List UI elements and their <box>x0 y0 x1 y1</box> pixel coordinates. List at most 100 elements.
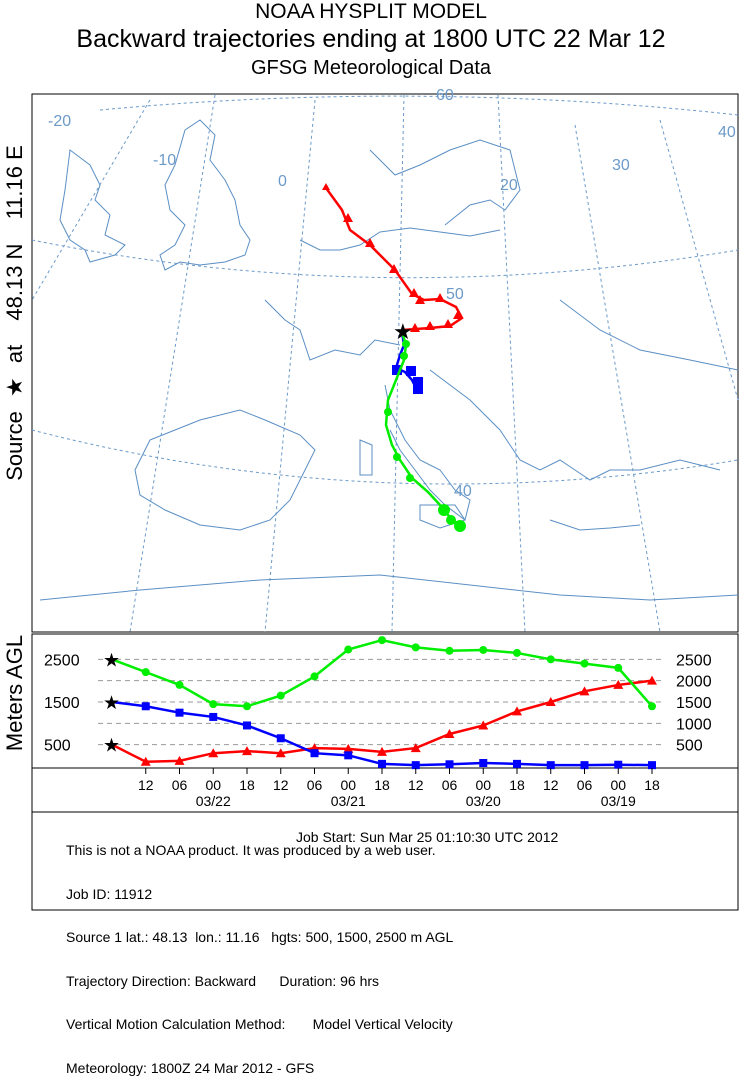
scandinavia-coast <box>369 139 521 226</box>
meridian-line <box>574 124 661 633</box>
info-line: Job ID: 11912 <box>66 885 153 902</box>
date-label: 03/19 <box>601 793 636 809</box>
height-marker-2500 <box>580 659 589 668</box>
crete-coast <box>549 519 641 531</box>
height-marker-500 <box>174 755 185 765</box>
x-tick-label: 18 <box>374 777 390 793</box>
height-marker-1500 <box>648 761 656 770</box>
iberia-coast <box>134 409 316 531</box>
height-marker-2500 <box>344 645 353 654</box>
height-marker-500 <box>343 743 354 753</box>
x-tick-label: 06 <box>577 777 593 793</box>
meridian-line <box>264 99 316 633</box>
parallel-line <box>31 429 739 485</box>
lat-label: 60 <box>436 87 454 104</box>
height-marker-2500 <box>141 668 150 677</box>
lon-label: -10 <box>153 152 176 169</box>
traj-marker-500 <box>343 213 353 222</box>
x-tick-label: 12 <box>138 777 154 793</box>
trajectory-500m-map <box>324 187 464 332</box>
info-frame <box>31 811 739 911</box>
height-marker-2500 <box>614 663 623 672</box>
right-tick-label: 1000 <box>676 716 712 733</box>
right-tick-label: 1500 <box>676 695 712 712</box>
lon-label: 0 <box>278 173 287 190</box>
info-job-start: Job Start: Sun Mar 25 01:10:30 UTC 2012 <box>296 829 559 845</box>
meridian-line <box>31 99 151 301</box>
x-tick-label: 18 <box>644 777 660 793</box>
map-base: -20 -10 0 20 30 40 60 50 40 <box>31 87 739 633</box>
info-line: This is not a NOAA product. It was produ… <box>66 842 436 858</box>
info-line: Meteorology: 1800Z 24 Mar 2012 - GFS <box>66 1059 315 1076</box>
lat-label: 50 <box>446 286 464 303</box>
source-star-icon: ★ <box>103 692 120 714</box>
height-marker-2500 <box>310 672 319 681</box>
height-marker-1500 <box>580 761 589 770</box>
height-marker-500 <box>545 697 556 706</box>
britain-coast <box>159 119 251 271</box>
height-marker-1500 <box>411 761 420 770</box>
coastlines <box>39 119 739 601</box>
traj-marker-500 <box>435 293 445 302</box>
height-marker-500 <box>444 729 455 738</box>
traj-marker-500 <box>365 238 375 247</box>
traj-marker-500 <box>322 183 330 190</box>
height-marker-1500 <box>344 751 353 760</box>
height-grid <box>98 658 662 746</box>
height-marker-2500 <box>209 700 218 709</box>
traj-marker-1500 <box>406 366 416 376</box>
africa-coast <box>39 574 739 601</box>
north-sea-coast <box>299 227 501 251</box>
right-tick-label: 2000 <box>676 674 712 691</box>
traj-marker-2500 <box>402 340 410 348</box>
height-marker-1500 <box>546 761 555 770</box>
height-marker-500 <box>579 686 590 696</box>
info-line: Source 1 lat.: 48.13 lon.: 11.16 hgts: 5… <box>66 929 454 945</box>
x-tick-label: 06 <box>307 777 323 793</box>
traj-marker-2500 <box>438 504 450 516</box>
meridian-line <box>497 94 526 633</box>
traj-marker-2500 <box>454 520 466 532</box>
x-tick-label: 12 <box>273 777 289 793</box>
x-tick-label: 00 <box>205 777 221 793</box>
height-marker-1500 <box>479 759 488 768</box>
height-marker-1500 <box>209 712 218 721</box>
height-marker-500 <box>140 756 151 766</box>
traj-marker-500 <box>443 319 453 328</box>
height-marker-2500 <box>243 702 251 711</box>
date-label: 03/21 <box>331 793 366 809</box>
traj-marker-1500 <box>392 365 402 375</box>
italy-coast <box>384 384 471 521</box>
figure: -20 -10 0 20 30 40 60 50 40 <box>31 87 739 911</box>
traj-marker-500 <box>425 321 435 330</box>
traj-marker-500 <box>389 264 399 273</box>
height-marker-1500 <box>614 760 623 769</box>
lon-label: 30 <box>612 157 630 174</box>
title-model: NOAA HYSPLIT MODEL <box>255 0 487 23</box>
black-sea-coast <box>559 299 739 371</box>
height-marker-500 <box>208 748 219 758</box>
traj-marker-2500 <box>406 474 414 482</box>
traj-marker-500 <box>453 310 463 319</box>
x-tick-label: 00 <box>475 777 491 793</box>
france-coast <box>264 299 401 361</box>
height-series <box>111 636 657 770</box>
traj-marker-500 <box>415 295 425 304</box>
lat-label: 40 <box>454 483 472 500</box>
parallel-line <box>31 239 739 279</box>
x-tick-label: 00 <box>610 777 626 793</box>
date-label: 03/20 <box>466 793 501 809</box>
left-tick-label: 1500 <box>44 695 80 712</box>
height-marker-2500 <box>648 702 656 711</box>
map-frame <box>31 93 739 633</box>
balkans-coast <box>429 369 721 481</box>
sardinia-coast <box>359 439 373 476</box>
traj-marker-2500 <box>400 352 408 360</box>
height-marker-1500 <box>276 734 285 743</box>
traj-marker-1500 <box>413 377 423 387</box>
height-marker-2500 <box>175 680 184 689</box>
height-marker-1500 <box>310 749 319 758</box>
x-tick-label: 12 <box>543 777 559 793</box>
parallel-line <box>99 95 739 116</box>
lon-label: 40 <box>718 124 736 141</box>
